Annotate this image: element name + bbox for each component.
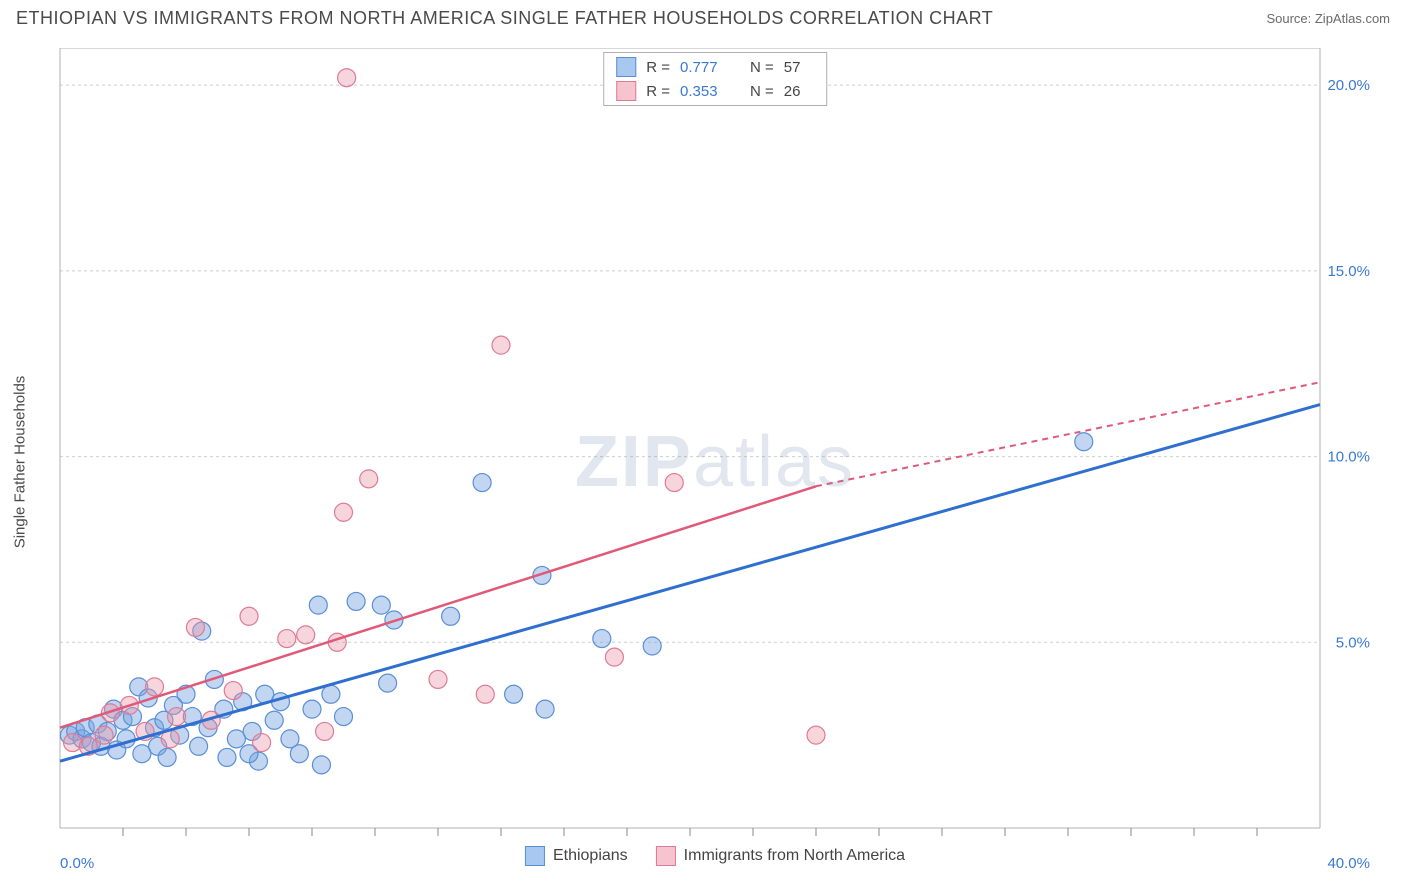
legend-r-value: 0.353 [680,83,732,100]
data-point [322,685,340,703]
legend-n-label: N = [750,83,774,100]
data-point [186,618,204,636]
data-point [253,734,271,752]
data-point [665,474,683,492]
trend-line-extrapolated [816,382,1320,486]
data-point [240,607,258,625]
data-point [335,708,353,726]
legend-series: Ethiopians Immigrants from North America [525,846,905,866]
legend-swatch [525,846,545,866]
y-tick-label: 20.0% [1327,77,1370,94]
data-point [492,336,510,354]
legend-series-item: Immigrants from North America [656,846,905,866]
data-point [309,596,327,614]
data-point [168,708,186,726]
chart-title: ETHIOPIAN VS IMMIGRANTS FROM NORTH AMERI… [16,8,993,29]
legend-r-value: 0.777 [680,59,732,76]
legend-series-label: Immigrants from North America [684,847,905,865]
legend-n-value: 57 [784,59,814,76]
data-point [379,674,397,692]
data-point [643,637,661,655]
trend-line [60,486,816,727]
data-point [593,630,611,648]
y-axis-label: Single Father Households [12,376,29,549]
data-point [476,685,494,703]
data-point [278,630,296,648]
data-point [224,682,242,700]
data-point [360,470,378,488]
data-point [303,700,321,718]
data-point [95,726,113,744]
data-point [158,748,176,766]
data-point [338,69,356,87]
data-point [442,607,460,625]
legend-correlation-row: R = 0.777 N = 57 [604,55,826,79]
trend-line [60,405,1320,762]
data-point [312,756,330,774]
legend-correlation: R = 0.777 N = 57 R = 0.353 N = 26 [603,52,827,106]
data-point [1075,433,1093,451]
data-point [807,726,825,744]
data-point [473,474,491,492]
y-tick-label: 15.0% [1327,263,1370,280]
legend-r-label: R = [646,83,670,100]
legend-r-label: R = [646,59,670,76]
data-point [605,648,623,666]
x-tick-label: 40.0% [1327,855,1370,872]
x-tick-label: 0.0% [60,855,94,872]
source-label: Source: ZipAtlas.com [1266,11,1390,26]
scatter-chart: 5.0% 10.0% 15.0% 20.0% 0.0% 40.0% [40,48,1390,876]
data-point [297,626,315,644]
legend-n-value: 26 [784,83,814,100]
data-point [190,737,208,755]
chart-area: Single Father Households 5.0%10.0%15.0%2… [40,48,1390,876]
data-point [372,596,390,614]
legend-swatch [656,846,676,866]
data-point [505,685,523,703]
data-point [347,592,365,610]
data-point [290,745,308,763]
data-point [218,748,236,766]
legend-swatch [616,57,636,77]
legend-series-label: Ethiopians [553,847,628,865]
data-point [316,722,334,740]
y-tick-label: 10.0% [1327,449,1370,466]
data-point [265,711,283,729]
legend-correlation-row: R = 0.353 N = 26 [604,79,826,103]
data-point [335,503,353,521]
y-tick-label: 5.0% [1336,634,1370,651]
legend-n-label: N = [750,59,774,76]
legend-swatch [616,81,636,101]
data-point [146,678,164,696]
data-point [536,700,554,718]
data-point [64,734,82,752]
data-point [429,670,447,688]
legend-series-item: Ethiopians [525,846,628,866]
